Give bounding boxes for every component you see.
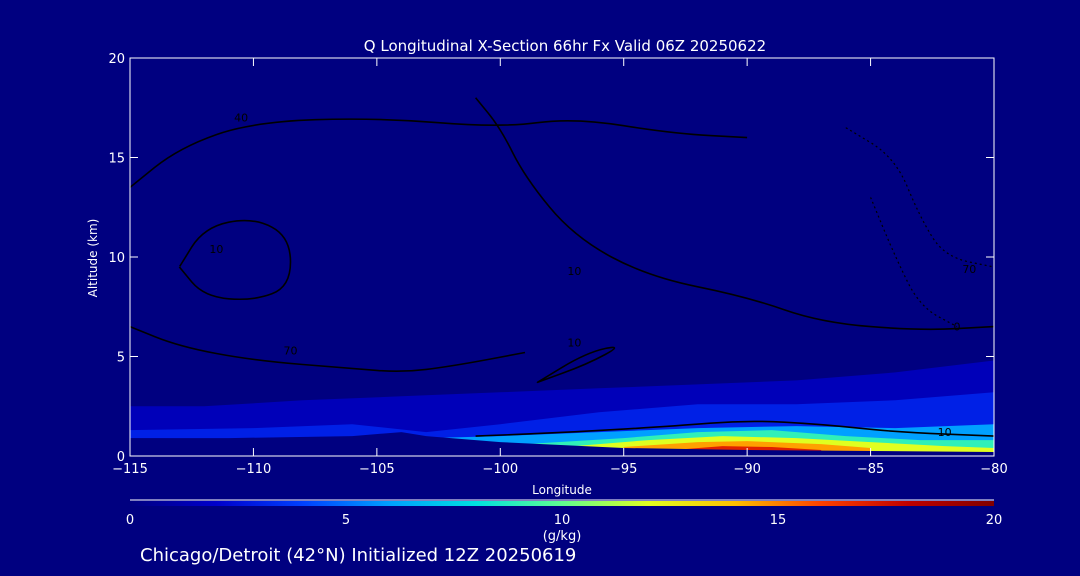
colorbar-unit-label: (g/kg) — [543, 529, 582, 544]
x-tick-label: −85 — [857, 462, 884, 477]
footer-caption: Chicago/Detroit (42°N) Initialized 12Z 2… — [140, 545, 576, 566]
x-axis-ticks: −115 −110 −105 −100 −95 −90 −85 −80 — [112, 58, 1008, 477]
colorbar-tick-label: 15 — [770, 513, 787, 528]
colorbar-tick-label: 5 — [342, 513, 350, 528]
y-tick-label: 10 — [108, 251, 125, 266]
terrain — [130, 432, 994, 456]
y-axis-ticks: 0 5 10 15 20 — [108, 52, 994, 465]
x-tick-label: −95 — [610, 462, 637, 477]
contour-lines: 10 40 70 10 10 10 70 0 — [130, 97, 994, 439]
contour-label: 0 — [953, 321, 960, 334]
dashed-contour-line — [845, 127, 994, 268]
colorbar-tick-label: 0 — [126, 513, 134, 528]
contour-label: 70 — [283, 345, 297, 358]
chart-title: Q Longitudinal X-Section 66hr Fx Valid 0… — [364, 37, 766, 55]
contour-line — [178, 219, 292, 301]
y-tick-label: 5 — [117, 351, 125, 366]
colorbar-tick-label: 20 — [986, 513, 1003, 528]
terrain-mask — [130, 432, 994, 456]
contour-label: 40 — [234, 112, 248, 125]
contour-line — [475, 420, 994, 437]
contour-label: 10 — [567, 265, 581, 278]
y-tick-label: 15 — [108, 152, 125, 167]
x-tick-label: −90 — [733, 462, 760, 477]
contour-line — [474, 97, 994, 331]
x-axis-label: Longitude — [532, 483, 592, 497]
x-tick-label: −105 — [359, 462, 395, 477]
colorbar-tick-label: 10 — [554, 513, 571, 528]
colorbar — [130, 501, 994, 506]
x-tick-label: −100 — [482, 462, 518, 477]
contour-line — [130, 325, 526, 372]
x-tick-label: −110 — [236, 462, 272, 477]
contour-line — [536, 346, 616, 384]
y-tick-label: 0 — [117, 450, 125, 465]
x-tick-label: −80 — [980, 462, 1007, 477]
plot-area: 10 40 70 10 10 10 70 0 — [130, 58, 994, 456]
y-axis-label: Altitude (km) — [86, 219, 100, 298]
colorbar-ticks: 0 5 10 15 20 — [126, 513, 1002, 528]
contour-label: 70 — [962, 263, 976, 276]
y-tick-label: 20 — [108, 52, 125, 67]
x-tick-label: −115 — [112, 462, 148, 477]
contour-line — [130, 118, 748, 189]
contour-label: 10 — [209, 243, 223, 256]
contour-label: 10 — [567, 337, 581, 350]
contour-label: 10 — [938, 426, 952, 439]
